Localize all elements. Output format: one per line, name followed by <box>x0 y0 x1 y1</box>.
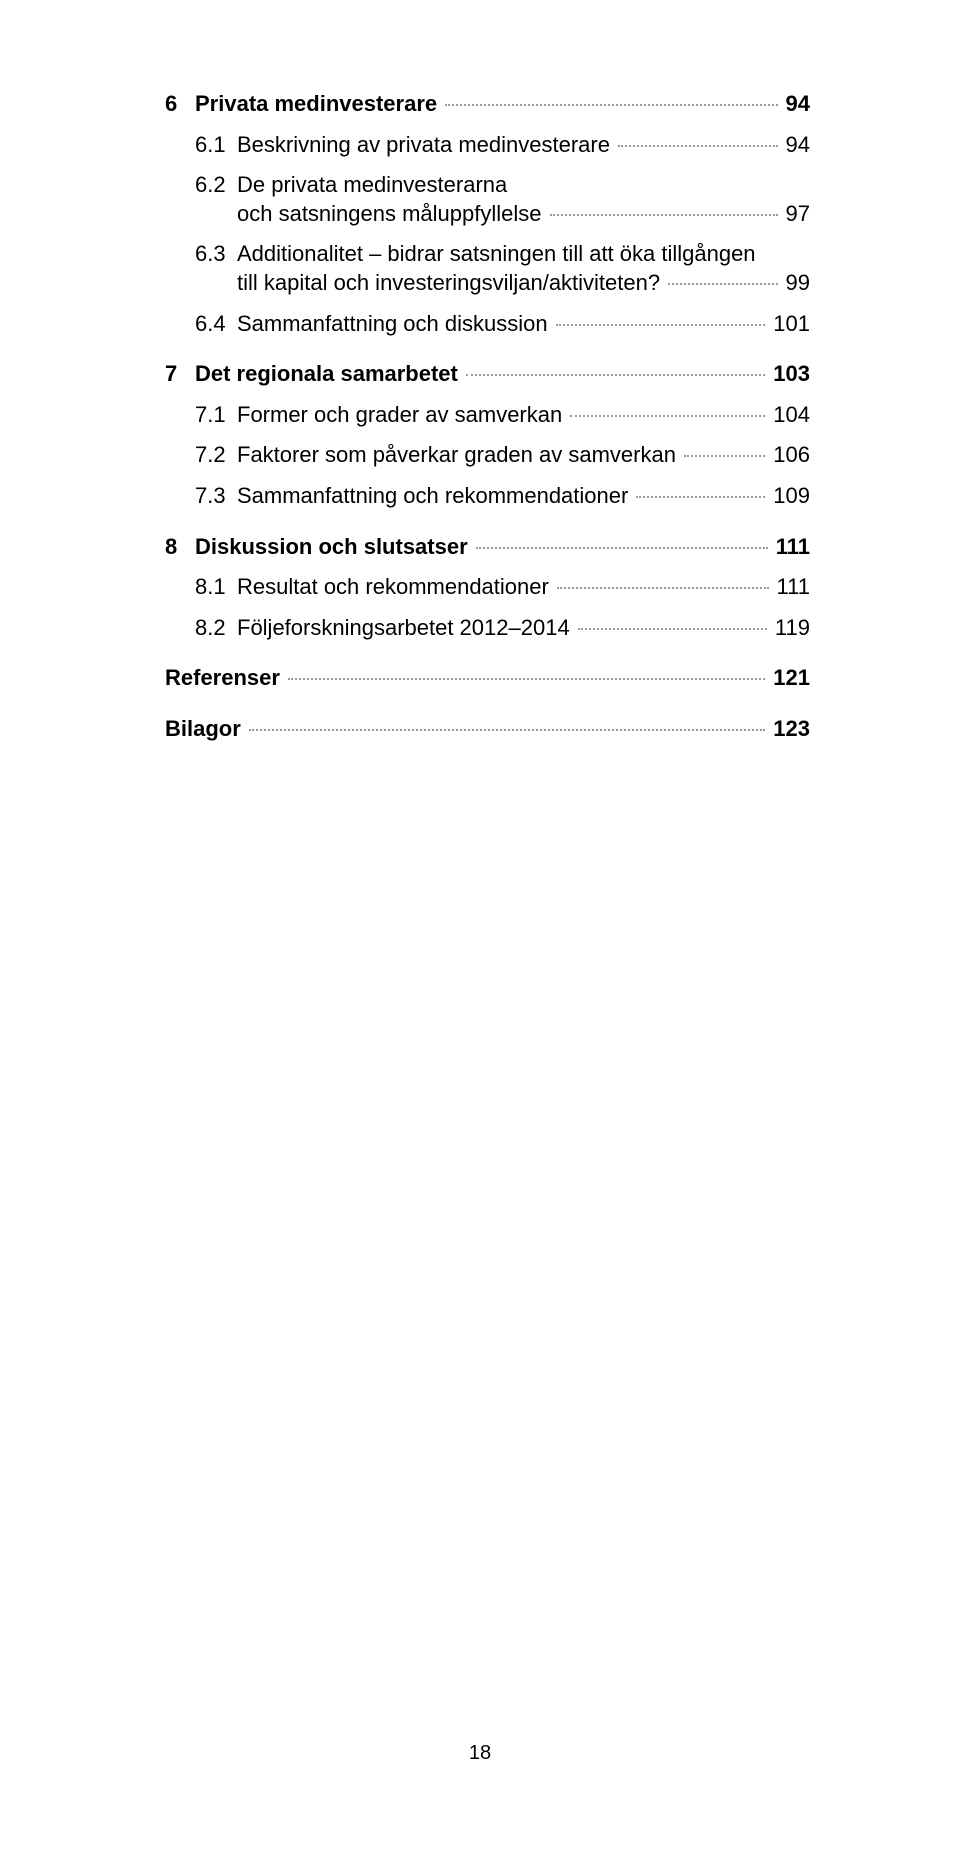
toc-chapter-label: Privata medinvesterare <box>195 90 443 119</box>
toc-section-label-line1: De privata medinvesterarna <box>237 171 513 200</box>
toc-section-num: 7.3 <box>195 482 237 511</box>
toc-leader <box>556 324 766 326</box>
toc-page-num: 121 <box>767 664 810 693</box>
toc-leader <box>684 455 765 457</box>
toc-page-num: 123 <box>767 715 810 744</box>
toc-section-num: 6.2 <box>195 171 237 200</box>
toc-page: 6 Privata medinvesterare 94 6.1 Beskrivn… <box>0 0 960 744</box>
toc-section-num: 6.3 <box>195 240 237 269</box>
toc-leader <box>288 678 765 680</box>
toc-chapter-num: 8 <box>165 533 195 562</box>
toc-page-num: 111 <box>770 533 810 562</box>
toc-front: Bilagor 123 <box>165 715 810 744</box>
toc-section-num: 6.1 <box>195 131 237 160</box>
toc-section: 7.3 Sammanfattning och rekommendationer … <box>165 482 810 511</box>
toc-section-num: 8.2 <box>195 614 237 643</box>
toc-section-label: Beskrivning av privata medinvesterare <box>237 131 616 160</box>
toc-leader <box>249 729 765 731</box>
toc-page-num: 101 <box>767 310 810 339</box>
page-number: 18 <box>0 1742 960 1765</box>
toc-leader <box>466 374 765 376</box>
toc-leader <box>668 283 777 285</box>
toc-chapter-label: Det regionala samarbetet <box>195 360 464 389</box>
toc-page-num: 94 <box>780 90 810 119</box>
toc-section-label: Faktorer som påverkar graden av samverka… <box>237 441 682 470</box>
toc-section-num: 8.1 <box>195 573 237 602</box>
toc-page-num: 104 <box>767 401 810 430</box>
toc-chapter-num: 6 <box>165 90 195 119</box>
toc-section-num: 7.1 <box>195 401 237 430</box>
toc-section-label: Former och grader av samverkan <box>237 401 568 430</box>
toc-page-num: 97 <box>780 200 810 229</box>
toc-chapter-num: 7 <box>165 360 195 389</box>
toc-leader <box>550 214 778 216</box>
toc-leader <box>570 415 765 417</box>
toc-section: 6.4 Sammanfattning och diskussion 101 <box>165 310 810 339</box>
toc-chapter: 7 Det regionala samarbetet 103 <box>165 360 810 389</box>
toc-section: 6.3 Additionalitet – bidrar satsningen t… <box>165 240 810 269</box>
toc-section-label: Följeforskningsarbetet 2012–2014 <box>237 614 576 643</box>
toc-front: Referenser 121 <box>165 664 810 693</box>
toc-section-label-line2: och satsningens måluppfyllelse <box>237 200 548 229</box>
toc-section: 8.2 Följeforskningsarbetet 2012–2014 119 <box>165 614 810 643</box>
toc-section: 7.2 Faktorer som påverkar graden av samv… <box>165 441 810 470</box>
toc-section-label-line2: till kapital och investeringsviljan/akti… <box>237 269 666 298</box>
toc-section: 8.1 Resultat och rekommendationer 111 <box>165 573 810 602</box>
toc-section-num: 6.4 <box>195 310 237 339</box>
toc-leader <box>445 104 777 106</box>
toc-page-num: 103 <box>767 360 810 389</box>
toc-section-num: 7.2 <box>195 441 237 470</box>
toc-front-label: Bilagor <box>165 715 247 744</box>
toc-section-label: Resultat och rekommendationer <box>237 573 555 602</box>
toc-leader <box>557 587 769 589</box>
toc-section: 7.1 Former och grader av samverkan 104 <box>165 401 810 430</box>
toc-section-label: Sammanfattning och diskussion <box>237 310 554 339</box>
toc-chapter: 6 Privata medinvesterare 94 <box>165 90 810 119</box>
toc-section: 6.2 De privata medinvesterarna <box>165 171 810 200</box>
toc-leader <box>578 628 767 630</box>
toc-page-num: 106 <box>767 441 810 470</box>
toc-chapter: 8 Diskussion och slutsatser 111 <box>165 533 810 562</box>
toc-section: 6.1 Beskrivning av privata medinvesterar… <box>165 131 810 160</box>
toc-leader <box>636 496 765 498</box>
toc-leader <box>476 547 768 549</box>
toc-page-num: 99 <box>780 269 810 298</box>
toc-leader <box>618 145 778 147</box>
toc-section-cont: till kapital och investeringsviljan/akti… <box>165 269 810 298</box>
toc-page-num: 111 <box>771 573 810 602</box>
toc-page-num: 94 <box>780 131 810 160</box>
toc-section-cont: och satsningens måluppfyllelse 97 <box>165 200 810 229</box>
toc-front-label: Referenser <box>165 664 286 693</box>
toc-chapter-label: Diskussion och slutsatser <box>195 533 474 562</box>
toc-page-num: 109 <box>767 482 810 511</box>
toc-section-label: Sammanfattning och rekommendationer <box>237 482 634 511</box>
toc-page-num: 119 <box>769 614 810 643</box>
toc-section-label-line1: Additionalitet – bidrar satsningen till … <box>237 240 762 269</box>
